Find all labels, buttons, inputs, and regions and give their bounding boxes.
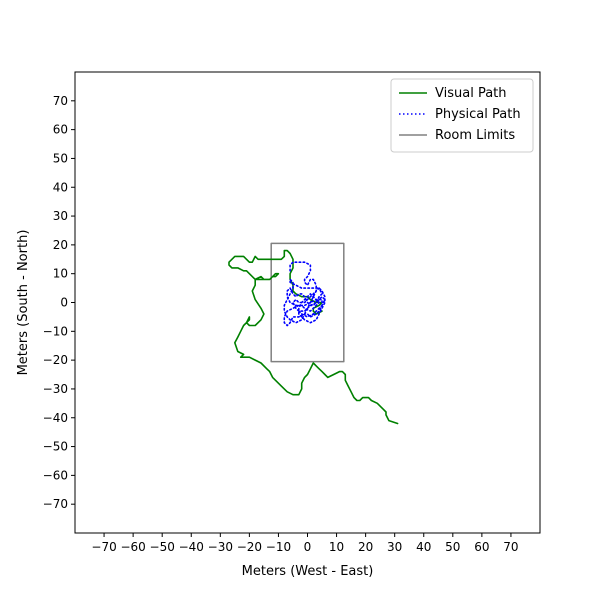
y-tick-label: 30 [53,209,68,223]
axis-ticks: −70 −60 −50 −40 −30 −20 −10 0 10 20 30 40 50 60 70−70−… [43,94,519,554]
legend-box [390,78,534,153]
y-tick-label: 0 [60,296,68,310]
x-tick-label: 60 [474,540,489,554]
y-axis-label: Meters (South - North) [16,230,31,376]
x-tick-label: 30 [387,540,402,554]
y-tick-label: 40 [53,180,68,194]
y-tick-label: 10 [53,267,68,281]
x-tick-label: −20 [237,540,262,554]
x-axis-label: Meters (West - East) [242,564,374,579]
x-tick-label: −40 [179,540,204,554]
y-tick-label: −70 [43,497,68,511]
x-tick-label: −60 [120,540,145,554]
y-tick-label: −40 [43,411,68,425]
x-tick-label: 40 [416,540,431,554]
series-visual-path [228,249,399,425]
x-tick-label: 0 [304,540,312,554]
y-tick-label: 60 [53,123,68,137]
y-tick-label: 20 [53,238,68,252]
y-tick-label: −30 [43,382,68,396]
series-room-limits [270,242,345,363]
x-tick-label: 50 [445,540,460,554]
y-tick-label: −10 [43,324,68,338]
x-tick-label: 10 [329,540,344,554]
x-tick-label: −70 [91,540,116,554]
y-tick-label: 50 [53,151,68,165]
series-physical-path [283,261,326,327]
legend-label: Visual Path [435,86,507,101]
legend-label: Physical Path [435,107,521,122]
axes-frame [74,71,541,534]
x-tick-label: −50 [150,540,175,554]
x-tick-label: 20 [358,540,373,554]
x-tick-label: −10 [266,540,291,554]
legend-label: Room Limits [435,128,515,143]
y-tick-label: −20 [43,353,68,367]
y-tick-label: −60 [43,468,68,482]
plot-area [228,242,399,425]
y-tick-label: 70 [53,94,68,108]
x-tick-label: −30 [208,540,233,554]
y-tick-label: −50 [43,440,68,454]
legend: Visual Path Physical Path Room Limits [390,78,534,153]
x-tick-label: 70 [503,540,518,554]
